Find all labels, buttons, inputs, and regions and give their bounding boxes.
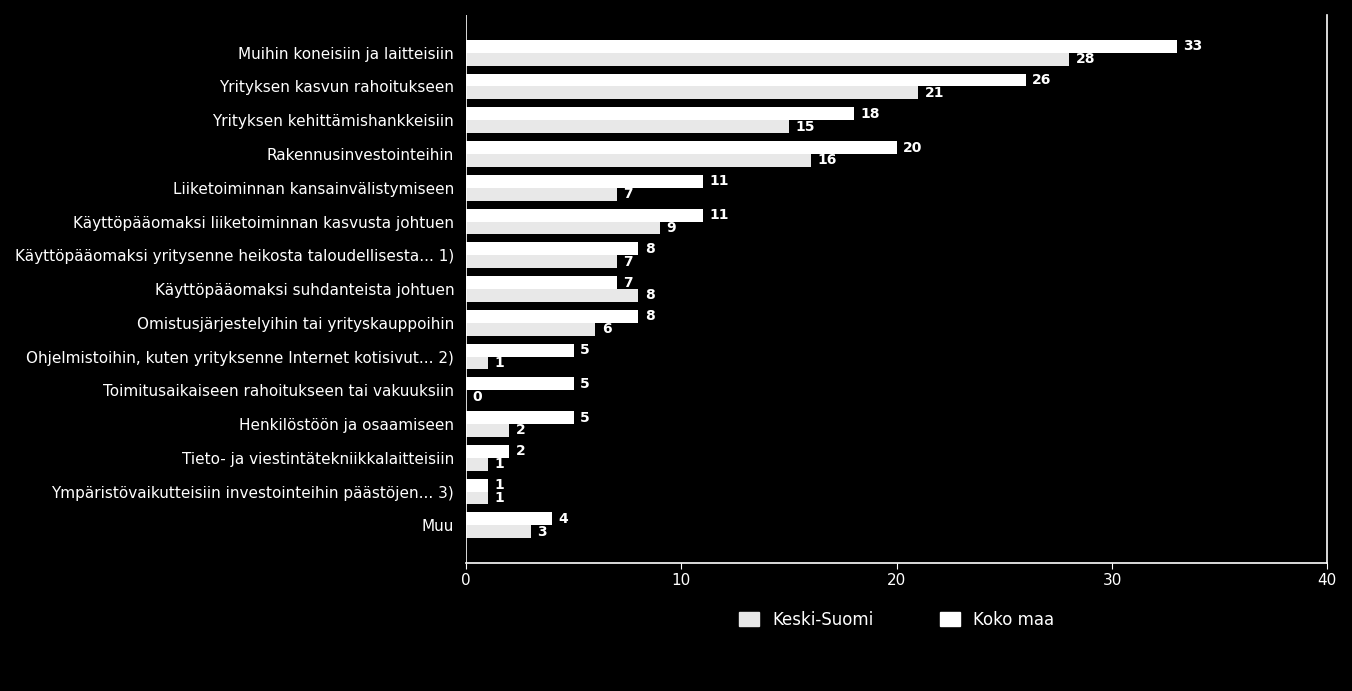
Bar: [466, 53, 1069, 66]
Text: 33: 33: [1183, 39, 1202, 53]
Bar: [466, 310, 638, 323]
Text: 1: 1: [493, 457, 504, 471]
Text: 16: 16: [817, 153, 837, 167]
Bar: [466, 491, 488, 504]
Text: 6: 6: [602, 322, 611, 337]
Text: 5: 5: [580, 343, 589, 357]
Text: 20: 20: [903, 140, 922, 155]
Bar: [466, 243, 638, 255]
Bar: [466, 154, 811, 167]
Text: 8: 8: [645, 310, 654, 323]
Bar: [466, 479, 488, 491]
Text: 4: 4: [558, 512, 568, 526]
Text: 5: 5: [580, 377, 589, 391]
Bar: [466, 175, 703, 188]
Bar: [466, 458, 488, 471]
Bar: [466, 188, 617, 200]
Bar: [466, 74, 1026, 86]
Text: 8: 8: [645, 288, 654, 303]
Bar: [466, 107, 853, 120]
Text: 7: 7: [623, 187, 633, 201]
Text: 5: 5: [580, 410, 589, 425]
Text: 9: 9: [667, 221, 676, 235]
Text: 2: 2: [515, 424, 526, 437]
Text: 2: 2: [515, 444, 526, 458]
Bar: [466, 276, 617, 289]
Bar: [466, 377, 573, 390]
Text: 11: 11: [710, 174, 729, 189]
Bar: [466, 525, 530, 538]
Bar: [466, 357, 488, 370]
Text: 18: 18: [860, 107, 880, 121]
Bar: [466, 513, 552, 525]
Text: 26: 26: [1033, 73, 1052, 87]
Bar: [466, 86, 918, 100]
Text: 8: 8: [645, 242, 654, 256]
Bar: [466, 343, 573, 357]
Text: 3: 3: [537, 524, 546, 539]
Bar: [466, 222, 660, 234]
Bar: [466, 141, 896, 154]
Bar: [466, 120, 790, 133]
Text: 11: 11: [710, 208, 729, 222]
Bar: [466, 445, 510, 458]
Text: 28: 28: [1075, 52, 1095, 66]
Bar: [466, 255, 617, 268]
Text: 7: 7: [623, 276, 633, 290]
Bar: [466, 289, 638, 302]
Text: 21: 21: [925, 86, 944, 100]
Text: 1: 1: [493, 478, 504, 492]
Text: 0: 0: [472, 390, 483, 404]
Bar: [466, 411, 573, 424]
Text: 15: 15: [795, 120, 815, 133]
Bar: [466, 323, 595, 336]
Text: 1: 1: [493, 491, 504, 505]
Bar: [466, 209, 703, 222]
Bar: [466, 40, 1176, 53]
Legend: Keski-Suomi, Koko maa: Keski-Suomi, Koko maa: [730, 603, 1063, 637]
Bar: [466, 424, 510, 437]
Text: 7: 7: [623, 255, 633, 269]
Text: 1: 1: [493, 356, 504, 370]
